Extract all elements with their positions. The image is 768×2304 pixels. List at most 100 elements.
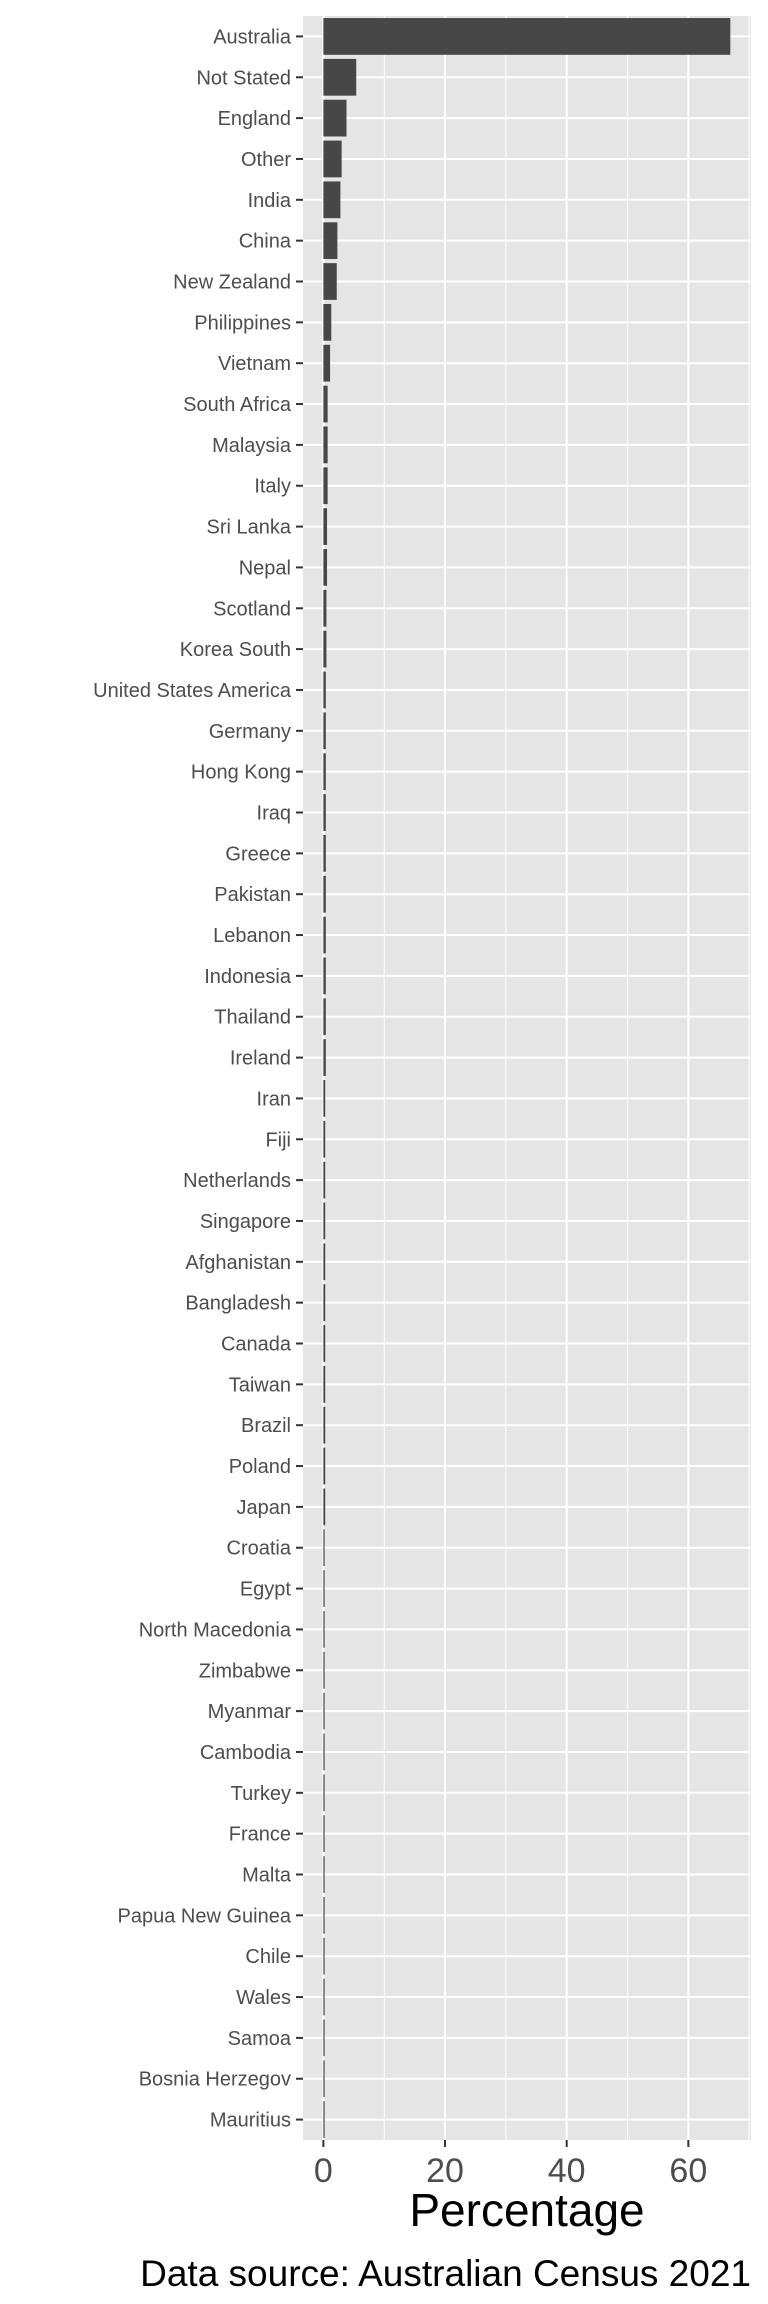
y-tick-label: India: [248, 190, 292, 212]
y-tick-label: Croatia: [227, 1538, 292, 1560]
bar: [323, 1651, 325, 1689]
caption: Data source: Australian Census 2021: [140, 2253, 751, 2294]
bar: [323, 1937, 325, 1975]
y-tick-label: Philippines: [194, 312, 291, 334]
bar: [323, 222, 338, 260]
y-tick-label: Germany: [209, 721, 291, 743]
bar: [323, 18, 731, 55]
bar: [323, 1611, 325, 1648]
y-tick-label: Egypt: [240, 1579, 292, 1601]
bar: [323, 998, 326, 1036]
bar: [323, 1080, 326, 1117]
bar: [323, 2060, 325, 2098]
bar: [323, 181, 341, 219]
plot-panel: [303, 16, 751, 2140]
bar: [323, 1120, 326, 1158]
bar: [323, 1243, 326, 1281]
y-tick-label: Nepal: [239, 557, 291, 579]
bar: [323, 1774, 325, 1812]
bar: [323, 1896, 325, 1934]
y-tick-label: Italy: [254, 476, 291, 498]
y-tick-label: Cambodia: [200, 1742, 292, 1764]
y-tick-label: North Macedonia: [139, 1619, 292, 1641]
bar: [323, 1570, 325, 1607]
x-axis-title: Percentage: [409, 2184, 644, 2236]
x-tick-label: 0: [314, 2152, 333, 2190]
y-tick-label: Bosnia Herzegov: [139, 2069, 291, 2091]
y-tick-label: Korea South: [180, 639, 291, 661]
y-tick-label: Wales: [236, 1987, 291, 2009]
y-tick-label: Bangladesh: [185, 1293, 291, 1315]
x-tick-label: 60: [669, 2152, 707, 2190]
y-tick-label: Ireland: [230, 1048, 291, 1070]
bar: [323, 549, 328, 586]
bar: [323, 1161, 326, 1199]
y-tick-label: New Zealand: [173, 272, 291, 294]
bar: [323, 589, 327, 627]
bar: [323, 957, 326, 995]
minor-gridlines: [383, 16, 750, 2140]
bar: [323, 1733, 325, 1771]
y-tick-label: Vietnam: [218, 353, 291, 375]
bar: [323, 794, 326, 831]
y-tick-label: Japan: [237, 1497, 292, 1519]
y-tick-label: Turkey: [231, 1783, 291, 1805]
y-tick-label: Malaysia: [212, 435, 292, 457]
y-tick-label: Malta: [242, 1865, 292, 1887]
bar: [323, 1039, 326, 1076]
bar: [323, 303, 332, 341]
y-tick-label: Scotland: [213, 598, 291, 620]
y-tick-label: United States America: [93, 680, 292, 702]
y-tick-label: Thailand: [214, 1007, 291, 1029]
bar: [323, 875, 326, 913]
y-tick-label: Australia: [213, 26, 292, 48]
bar: [323, 385, 328, 423]
y-axis: Australia Not Stated England Other India Chin…: [93, 26, 303, 2132]
y-tick-label: Afghanistan: [185, 1252, 291, 1274]
bar: [323, 263, 337, 300]
y-tick-label: Pakistan: [214, 884, 291, 906]
bar: [323, 99, 347, 137]
y-tick-label: Netherlands: [183, 1170, 291, 1192]
y-tick-label: Lebanon: [213, 925, 291, 947]
bar: [323, 467, 328, 505]
bar: [323, 2019, 325, 2057]
y-tick-label: Myanmar: [208, 1701, 292, 1723]
bar: [323, 1692, 325, 1730]
bar: [323, 1978, 325, 2016]
y-tick-label: Not Stated: [196, 67, 291, 89]
y-tick-label: South Africa: [183, 394, 292, 416]
y-tick-label: Greece: [225, 843, 291, 865]
bar: [323, 1406, 326, 1444]
bar: [323, 1815, 325, 1853]
y-tick-label: Taiwan: [229, 1374, 291, 1396]
y-tick-label: Sri Lanka: [207, 517, 292, 539]
y-tick-label: Mauritius: [210, 2110, 291, 2132]
y-tick-label: Samoa: [228, 2028, 292, 2050]
bar: [323, 1856, 325, 1893]
y-tick-label: Iran: [257, 1088, 291, 1110]
bar: [323, 1202, 326, 1240]
x-tick-label: 20: [426, 2152, 464, 2190]
x-tick-label: 40: [548, 2152, 586, 2190]
bar: [323, 630, 327, 668]
bar: [323, 916, 326, 954]
x-axis: 0 20 40 60: [314, 2140, 707, 2190]
y-tick-label: Indonesia: [204, 966, 292, 988]
bar: [323, 1529, 325, 1567]
bar: [323, 508, 328, 545]
major-gridlines: [303, 16, 751, 2140]
bar: [323, 344, 331, 382]
y-tick-label: Singapore: [200, 1211, 291, 1233]
bar: [323, 671, 326, 709]
y-tick-label: Fiji: [265, 1129, 291, 1151]
bar: [323, 1284, 326, 1322]
bar: [323, 1488, 326, 1526]
bar: [323, 58, 357, 96]
bar: [323, 1447, 326, 1485]
y-tick-label: China: [239, 231, 292, 253]
y-tick-label: Papua New Guinea: [118, 1905, 292, 1927]
bar: [323, 426, 328, 464]
bar: [323, 1365, 326, 1403]
